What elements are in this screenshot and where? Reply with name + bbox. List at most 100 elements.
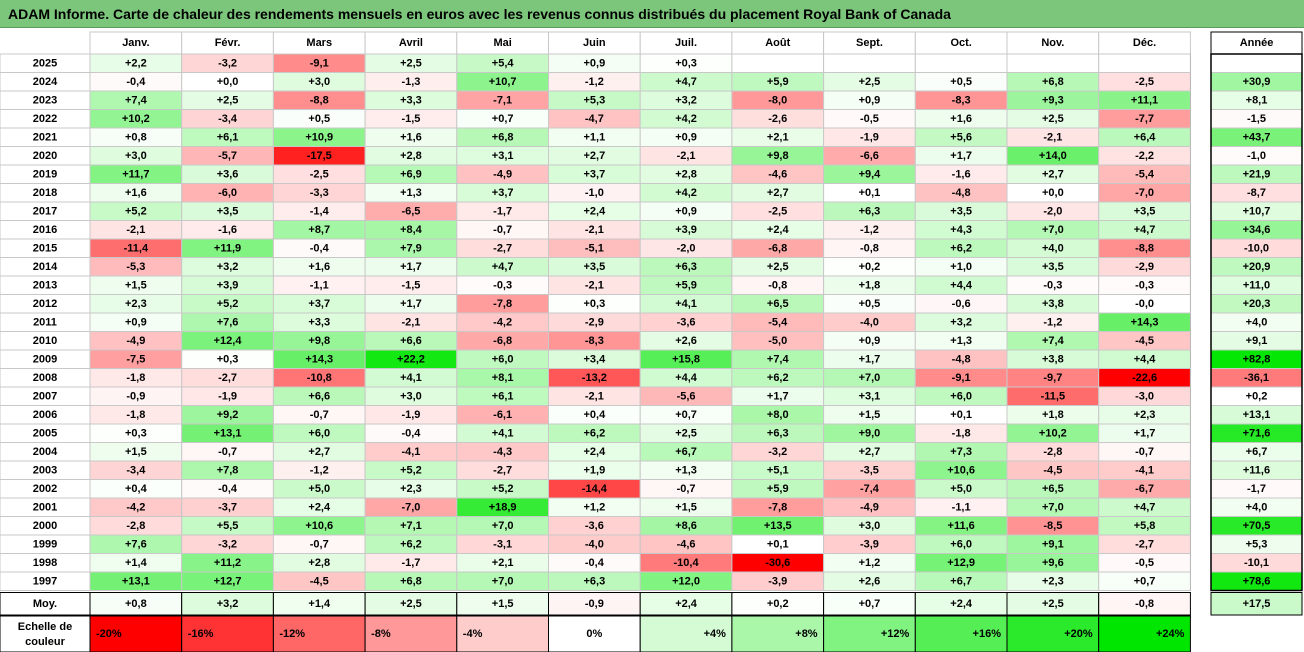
average-value: +1,5 [492,598,514,610]
annual-value: +34,6 [1243,224,1271,236]
annual-value: -10,1 [1244,557,1269,569]
cell-value: -0,4 [310,242,330,254]
cell-value: +2,3 [1042,575,1064,587]
cell-value: -0,5 [1135,557,1154,569]
cell-value: +2,5 [767,261,789,273]
cell-value: -4,0 [860,316,879,328]
cell-value: +3,5 [217,205,239,217]
cell-value: -0,4 [585,557,605,569]
cell-value: +3,2 [217,261,239,273]
annual-value: +5,3 [1246,538,1268,550]
cell-value: +6,8 [1042,76,1064,88]
cell-value: -1,9 [218,390,237,402]
cell-value: -8,3 [585,335,604,347]
cell-value: +11,2 [214,557,241,569]
year-label: 2024 [33,76,58,88]
cell-value: +5,2 [125,205,147,217]
cell-value: +0,7 [675,409,697,421]
cell-value: +11,7 [122,168,149,180]
cell-value: +10,2 [1039,427,1067,439]
cell-value: +2,5 [400,57,422,69]
cell-value: -1,7 [401,557,420,569]
cell-value: +7,0 [492,520,514,532]
cell-value: -3,4 [218,113,238,125]
cell-value: +6,0 [492,353,514,365]
cell-value: +2,7 [583,150,605,162]
cell-value: +4,7 [492,261,514,273]
cell-value: -6,8 [768,242,787,254]
year-label: 2017 [33,205,57,217]
cell-value: +2,5 [1042,113,1064,125]
cell-value: -14,4 [582,483,608,495]
cell-value: +2,7 [859,446,881,458]
cell-value: -1,6 [218,224,237,236]
cell-value: +9,4 [859,168,882,180]
cell-value: +8,0 [767,409,789,421]
cell-value: -5,4 [1135,168,1155,180]
cell-value: +2,3 [400,483,422,495]
cell-value: +4,4 [1134,353,1157,365]
cell-value: +2,4 [583,446,606,458]
cell-value: +7,4 [125,94,148,106]
year-label: 2003 [33,464,57,476]
heatmap-cell [823,53,916,73]
cell-value: -6,6 [860,150,879,162]
cell-value: +2,8 [308,557,330,569]
cell-value: +5,9 [767,76,789,88]
cell-value: +6,2 [400,538,422,550]
cell-value: -2,1 [585,224,604,236]
cell-value: +1,7 [767,390,789,402]
cell-value: +5,8 [1134,520,1156,532]
scale-swatch-label: +24% [1156,628,1185,640]
cell-value: +2,2 [125,57,147,69]
cell-value: +0,3 [217,353,239,365]
cell-value: +14,3 [1131,316,1159,328]
annual-value: +4,0 [1246,501,1268,513]
cell-value: -7,8 [493,298,512,310]
cell-value: +1,6 [125,187,147,199]
cell-value: -2,1 [677,150,696,162]
cell-value: -3,1 [493,538,512,550]
cell-value: -2,7 [493,464,512,476]
cell-value: +7,6 [217,316,239,328]
cell-value: +6,3 [583,575,605,587]
average-value: +0,8 [125,598,147,610]
annual-value: -1,5 [1247,113,1266,125]
cell-value: +3,5 [950,205,972,217]
cell-value: -4,3 [493,446,512,458]
cell-value: +6,3 [675,261,697,273]
cell-value: +0,9 [859,94,881,106]
cell-value: -0,6 [952,298,971,310]
cell-value: +0,3 [583,298,605,310]
cell-value: +0,4 [583,409,606,421]
cell-value: +1,1 [583,131,605,143]
cell-value: +0,4 [125,483,148,495]
cell-value: -2,6 [768,113,787,125]
cell-value: -4,5 [1043,464,1062,476]
cell-value: +5,9 [767,483,789,495]
cell-value: -8,3 [952,94,971,106]
cell-value: +3,5 [583,261,605,273]
annual-value: +4,0 [1246,316,1268,328]
cell-value: -22,6 [1132,372,1157,384]
cell-value: +1,0 [950,261,972,273]
cell-value: -0,4 [218,483,238,495]
cell-value: +12,9 [947,557,975,569]
cell-value: -8,8 [310,94,329,106]
cell-value: +1,8 [1042,409,1064,421]
cell-value: -0,3 [1043,279,1062,291]
cell-value: +1,5 [125,446,147,458]
cell-value: +1,7 [859,353,881,365]
year-label: 2021 [33,131,57,143]
annual-frame [1210,53,1303,592]
cell-value: +3,0 [308,76,330,88]
cell-value: +2,5 [859,76,881,88]
cell-value: -1,5 [401,279,420,291]
year-label: 2005 [33,427,57,439]
cell-value: -2,1 [585,390,604,402]
cell-value: -17,5 [307,150,332,162]
cell-value: -3,2 [218,538,237,550]
cell-value: -0,7 [677,483,696,495]
cell-value: -1,4 [310,205,330,217]
year-label: 2023 [33,94,57,106]
